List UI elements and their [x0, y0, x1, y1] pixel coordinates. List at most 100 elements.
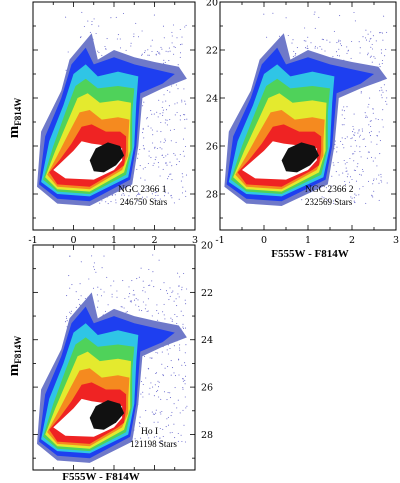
star-dot [354, 132, 356, 134]
star-dot [324, 50, 326, 52]
star-dot [171, 165, 173, 167]
star-dot [103, 291, 105, 293]
star-dot [372, 179, 375, 181]
star-dot [140, 393, 142, 395]
star-dot [306, 45, 308, 47]
star-dot [185, 103, 187, 105]
star-dot [79, 283, 81, 285]
x-tick-label: 3 [393, 235, 399, 246]
star-dot [122, 193, 124, 195]
star-dot [174, 154, 176, 156]
star-dot [132, 294, 134, 296]
star-dot [370, 120, 372, 122]
star-dot [128, 286, 130, 288]
star-dot [307, 36, 309, 38]
star-dot [346, 52, 348, 54]
star-dot [106, 276, 108, 278]
star-dot [80, 36, 82, 38]
star-dot [376, 135, 379, 137]
star-dot [101, 54, 103, 56]
star-dot [142, 290, 144, 292]
star-dot [145, 304, 147, 306]
star-dot [176, 102, 178, 104]
star-dot [171, 42, 173, 44]
star-dot [144, 291, 146, 293]
star-dot [177, 440, 179, 442]
star-dot [332, 56, 334, 58]
star-dot [353, 128, 355, 130]
star-dot [157, 386, 160, 388]
star-dot [381, 97, 383, 99]
star-dot [129, 185, 132, 187]
star-dot [168, 175, 170, 177]
star-dot [378, 174, 380, 176]
star-dot [75, 291, 77, 293]
star-dot [157, 162, 159, 164]
star-dot [161, 410, 163, 413]
star-dot [326, 39, 328, 41]
star-dot [373, 56, 375, 58]
star-dot [144, 166, 146, 169]
star-dot [162, 428, 164, 430]
svg-text:mF814W: mF814W [6, 336, 23, 377]
star-dot [344, 183, 347, 186]
star-dot [360, 92, 362, 94]
star-count-label: 246750 Stars [120, 197, 168, 207]
star-dot [146, 434, 149, 436]
star-dot [371, 48, 374, 50]
star-dot [98, 52, 100, 54]
star-dot [141, 198, 143, 200]
star-dot [365, 39, 368, 41]
star-dot [170, 140, 172, 142]
star-dot [138, 193, 140, 195]
star-dot [180, 310, 182, 312]
star-dot [149, 387, 151, 389]
star-dot [369, 97, 371, 99]
star-dot [330, 185, 332, 187]
star-dot [182, 409, 184, 411]
star-dot [342, 143, 344, 145]
star-dot [133, 33, 135, 35]
star-dot [97, 300, 99, 302]
star-dot [361, 128, 363, 130]
star-dot [167, 416, 169, 418]
star-dot [173, 345, 175, 347]
star-dot [168, 47, 170, 49]
star-dot [151, 39, 153, 41]
star-dot [386, 97, 388, 99]
star-dot [179, 52, 182, 54]
star-dot [181, 289, 183, 291]
star-dot [338, 48, 340, 50]
star-dot [176, 111, 178, 114]
star-dot [167, 192, 169, 194]
star-dot [152, 413, 154, 415]
star-dot [383, 15, 385, 17]
star-dot [157, 319, 159, 321]
star-dot [154, 147, 156, 149]
star-dot [179, 412, 181, 414]
star-dot [157, 352, 159, 354]
star-dot [103, 255, 105, 257]
y-tick-label: 22 [206, 46, 218, 57]
star-dot [336, 151, 338, 153]
star-dot [372, 160, 374, 162]
star-dot [362, 170, 364, 172]
star-dot [172, 24, 175, 26]
star-dot [173, 300, 175, 302]
star-dot [163, 303, 165, 305]
star-dot [379, 66, 381, 68]
star-dot [360, 156, 362, 158]
star-dot [95, 32, 97, 35]
star-dot [352, 131, 354, 133]
star-dot [293, 50, 295, 52]
star-dot [143, 147, 145, 149]
star-dot [159, 198, 161, 200]
star-dot [346, 161, 348, 164]
star-dot [365, 115, 367, 117]
star-dot [353, 11, 355, 14]
star-dot [129, 300, 131, 302]
star-dot [183, 88, 185, 90]
star-dot [153, 413, 155, 415]
star-dot [155, 54, 157, 56]
star-dot [331, 175, 333, 177]
